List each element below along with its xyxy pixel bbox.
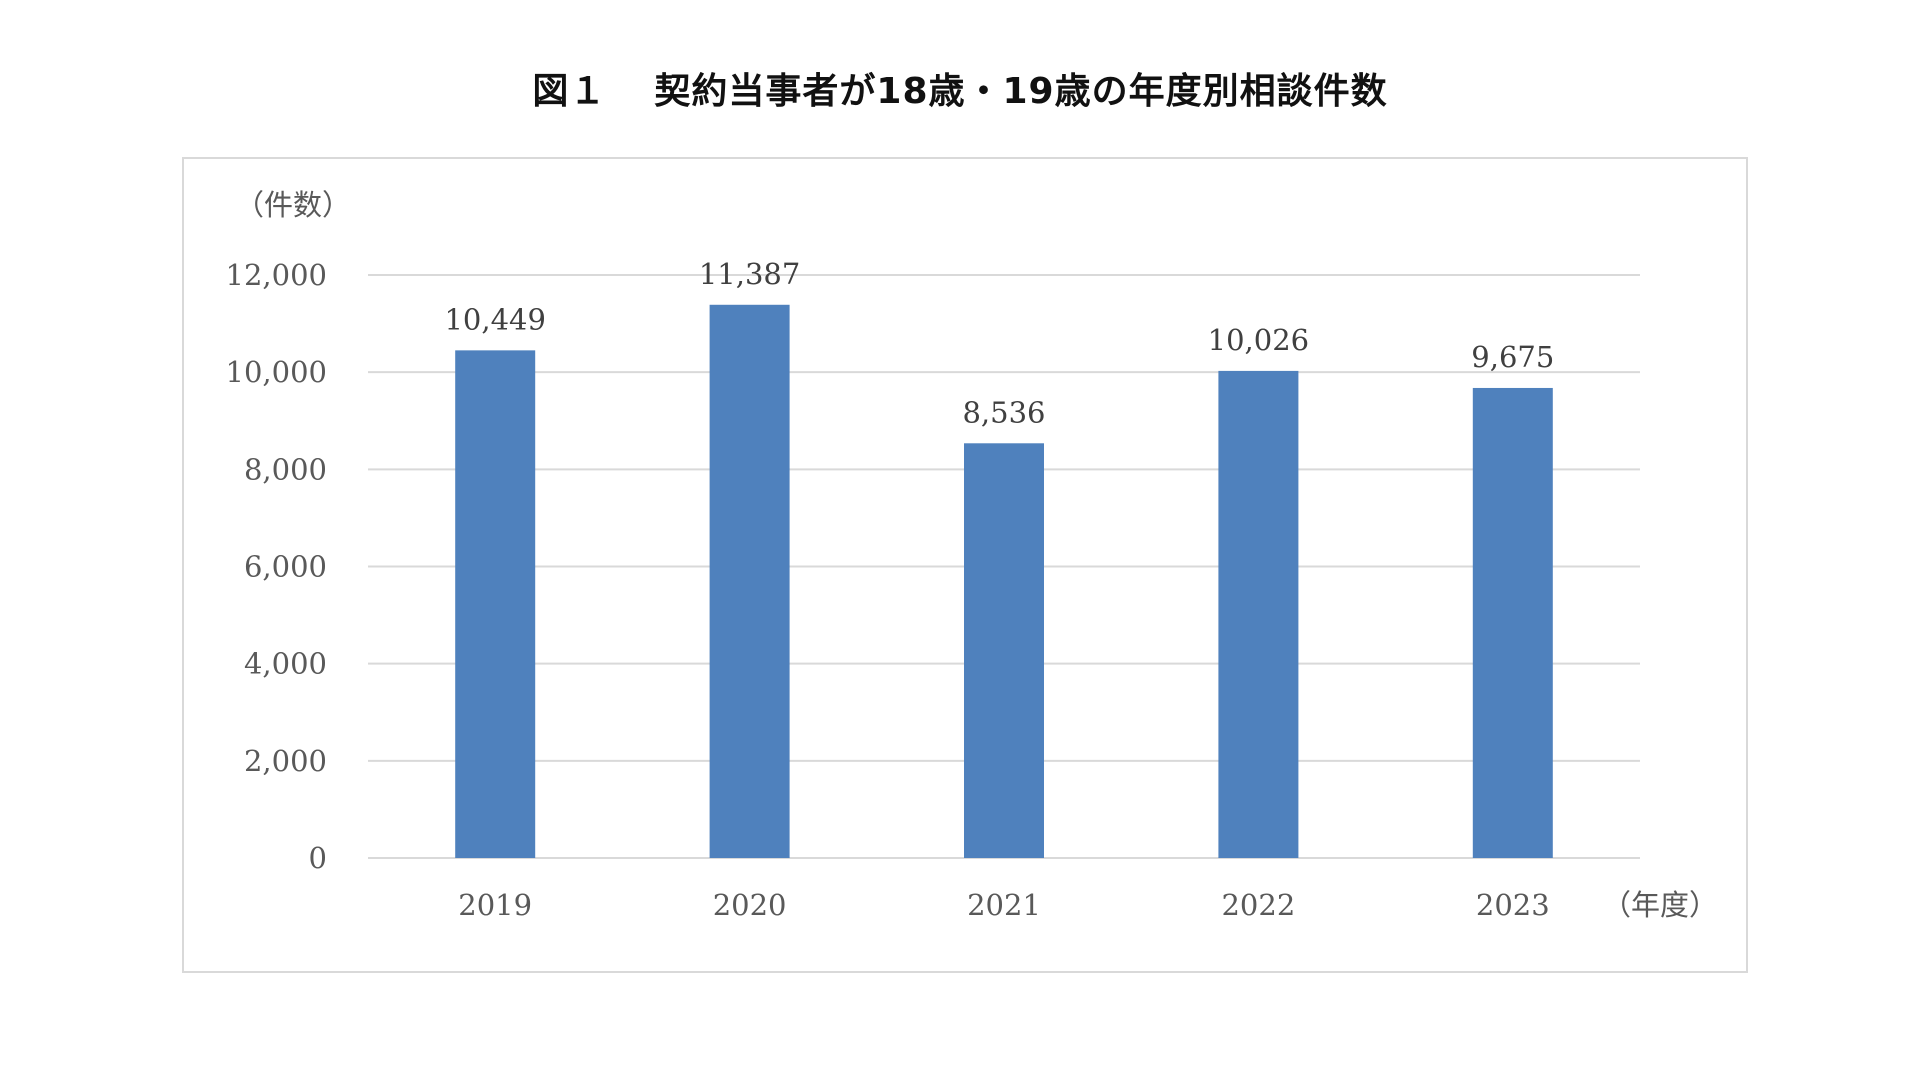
x-tick-label: 2019 bbox=[458, 888, 532, 922]
data-labels: 10,449 11,387 8,536 10,026 9,675 bbox=[444, 257, 1554, 430]
y-axis-ticks: 0 2,000 4,000 6,000 8,000 10,000 12,000 bbox=[226, 258, 327, 875]
x-tick-label: 2023 bbox=[1476, 888, 1550, 922]
y-tick-label: 12,000 bbox=[226, 258, 327, 292]
data-label: 8,536 bbox=[962, 395, 1045, 429]
data-label: 9,675 bbox=[1471, 340, 1554, 374]
y-tick-label: 4,000 bbox=[244, 647, 327, 681]
x-tick-label: 2021 bbox=[967, 888, 1041, 922]
figure-number: 図１ bbox=[532, 71, 607, 112]
figure-title: 図１ 契約当事者が18歳・19歳の年度別相談件数 bbox=[0, 62, 1920, 114]
data-label: 11,387 bbox=[699, 257, 800, 291]
data-label: 10,026 bbox=[1208, 323, 1309, 357]
figure-title-text: 契約当事者が18歳・19歳の年度別相談件数 bbox=[654, 71, 1388, 112]
y-tick-label: 10,000 bbox=[226, 355, 327, 389]
y-axis-label: （件数） bbox=[235, 188, 351, 222]
y-tick-label: 0 bbox=[309, 841, 327, 875]
x-axis-label: （年度） bbox=[1602, 888, 1718, 922]
y-tick-label: 6,000 bbox=[244, 550, 327, 584]
bar-2023 bbox=[1472, 387, 1553, 858]
bar-2021 bbox=[964, 443, 1044, 858]
data-label: 10,449 bbox=[444, 302, 545, 336]
bars bbox=[455, 304, 1553, 858]
x-axis-ticks: 2019 2020 2021 2022 2023 bbox=[458, 888, 1549, 922]
x-tick-label: 2020 bbox=[713, 888, 787, 922]
y-tick-label: 2,000 bbox=[244, 744, 327, 778]
y-tick-label: 8,000 bbox=[244, 452, 327, 486]
bar-2019 bbox=[455, 350, 536, 858]
bar-2020 bbox=[709, 304, 790, 858]
bar-2022 bbox=[1218, 370, 1299, 858]
x-tick-label: 2022 bbox=[1221, 888, 1295, 922]
